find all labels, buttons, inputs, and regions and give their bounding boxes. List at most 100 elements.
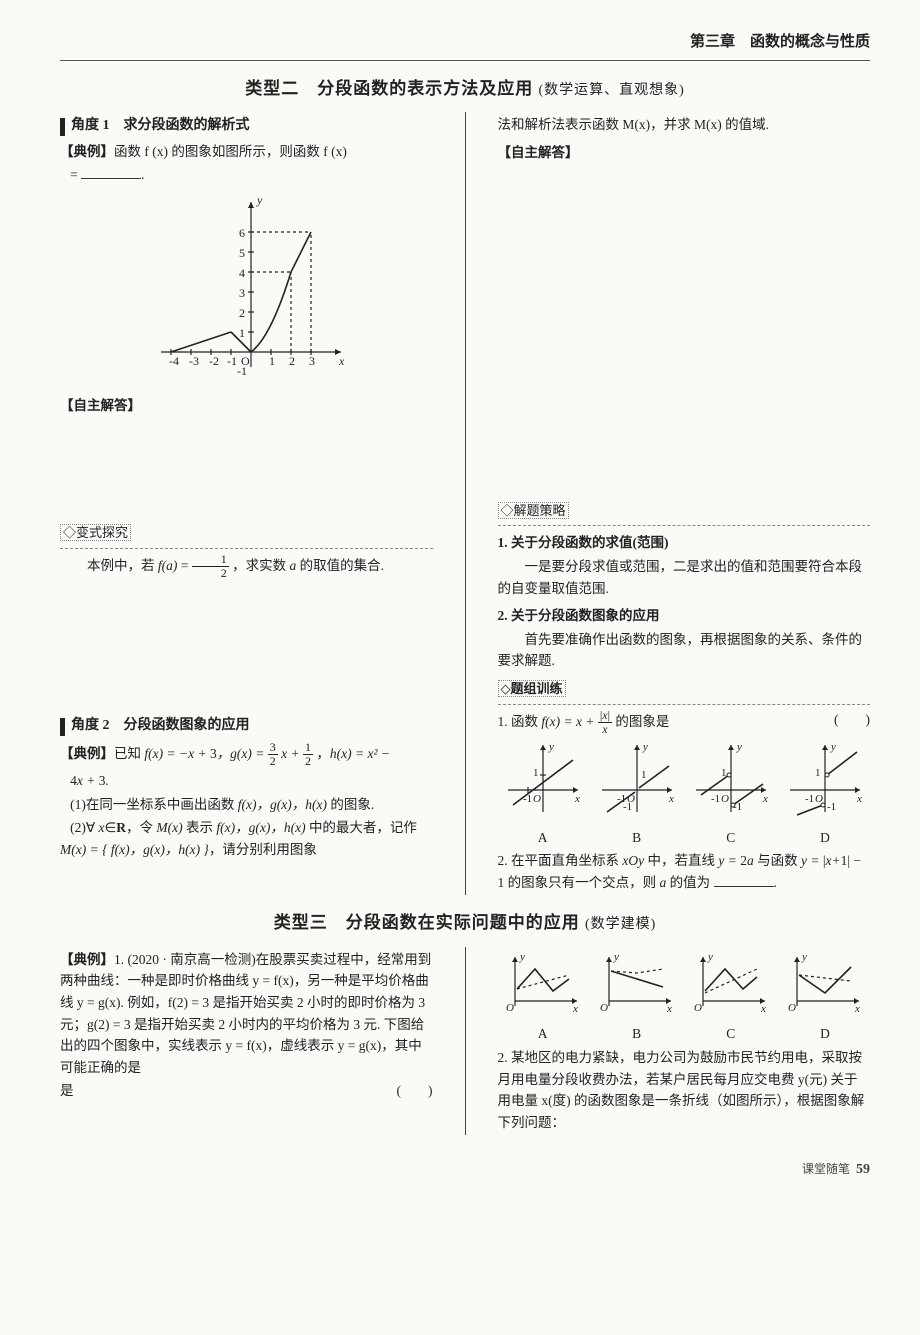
svg-text:x: x	[572, 1003, 578, 1015]
svg-text:x: x	[762, 793, 768, 805]
section2-title: 类型二 分段函数的表示方法及应用 (数学运算、直观想象)	[60, 75, 870, 102]
angle1-label: 角度 1 求分段函数的解析式	[71, 115, 250, 137]
angle2-heading: 角度 2 分段函数图象的应用	[60, 715, 433, 737]
svg-text:1: 1	[269, 354, 275, 368]
svg-text:x: x	[574, 793, 580, 805]
chapter-title: 第三章 函数的概念与性质	[60, 30, 870, 54]
svg-text:y: y	[830, 741, 836, 753]
eq-sign: =	[70, 167, 81, 182]
svg-text:-3: -3	[189, 354, 199, 368]
section2-left-col: 角度 1 求分段函数的解析式 【典例】函数 f (x) 的图象如图所示，则函数 …	[60, 112, 433, 895]
angle1-bar-icon	[60, 118, 65, 136]
right-top: 法和解析法表示函数 M(x)，并求 M(x) 的值域.	[498, 114, 871, 136]
svg-text:-1: -1	[711, 793, 720, 805]
q1: 1. 函数 f(x) = x + |x|x 的图象是 ( )	[498, 709, 871, 736]
angle1-heading: 角度 1 求分段函数的解析式	[60, 115, 433, 137]
blank-line-2	[714, 886, 774, 887]
svg-text:3: 3	[309, 354, 315, 368]
angle2-p3: (1)在同一坐标系中画出函数 f(x)，g(x)，h(x) 的图象.	[60, 794, 433, 816]
svg-text:y: y	[707, 951, 713, 963]
section3-title-main: 类型三 分段函数在实际问题中的应用	[274, 913, 580, 932]
svg-text:5: 5	[239, 246, 245, 260]
svg-text:x: x	[854, 1003, 860, 1015]
section2-title-sub: (数学运算、直观想象)	[538, 83, 684, 98]
svg-text:x: x	[856, 793, 862, 805]
s3-opt-B: xyO B	[592, 951, 682, 1045]
svg-text:O: O	[694, 1002, 702, 1014]
example1-blank: = .	[60, 164, 433, 186]
section3-title-sub: (数学建模)	[585, 917, 656, 932]
self-answer-2: 【自主解答】	[498, 142, 871, 164]
svg-text:x: x	[668, 793, 674, 805]
s3-opt-C: xyO C	[686, 951, 776, 1045]
svg-text:y: y	[519, 951, 525, 963]
svg-text:O: O	[506, 1002, 514, 1014]
s1-body: 一是要分段求值或范围，二是求出的值和范围要符合本段的自变量取值范围.	[498, 556, 871, 599]
section2-right-col: 法和解析法表示函数 M(x)，并求 M(x) 的值域. 【自主解答】 ◇解题策略…	[498, 112, 871, 895]
s3-q2: 2. 某地区的电力紧缺，电力公司为鼓励市民节约用电，采取按月用电量分段收费办法，…	[498, 1047, 871, 1133]
strategy-title: ◇解题策略	[498, 500, 871, 522]
svg-text:2: 2	[239, 306, 245, 320]
variation-body: 本例中，若 f(a) = 12 ，求实数 a 的取值的集合.	[60, 553, 433, 580]
svg-text:6: 6	[239, 226, 245, 240]
section3-title: 类型三 分段函数在实际问题中的应用 (数学建模)	[60, 909, 870, 936]
dotted-sep-3	[498, 704, 871, 705]
svg-text:-1: -1	[827, 801, 836, 813]
q1-options: xyO -11 A xyO -11-1 B	[498, 740, 871, 848]
blank-line	[81, 178, 141, 179]
svg-text:x: x	[666, 1003, 672, 1015]
s1-title: 1. 关于分段函数的求值(范围)	[498, 532, 871, 554]
q1-opt-D: xyO -11-1 D	[780, 740, 870, 848]
svg-text:x: x	[760, 1003, 766, 1015]
s3-options: xyO A xyO B	[498, 951, 871, 1045]
s3-example: 【典例】1. (2020 · 南京高一检测)在股票买卖过程中，经常用到两种曲线：…	[60, 949, 433, 1079]
svg-text:-1: -1	[237, 364, 247, 378]
dotted-sep-2	[498, 525, 871, 526]
dotted-sep-1	[60, 548, 433, 549]
svg-text:O: O	[600, 1002, 608, 1014]
q2: 2. 在平面直角坐标系 xOy 中，若直线 y = 2a 与函数 y = |x+…	[498, 850, 871, 893]
svg-text:y: y	[736, 741, 742, 753]
svg-text:O: O	[533, 793, 541, 805]
svg-text:-1: -1	[227, 354, 237, 368]
svg-text:y: y	[801, 951, 807, 963]
section2-title-main: 类型二 分段函数的表示方法及应用	[245, 79, 533, 98]
svg-text:y: y	[256, 193, 263, 207]
example1-lead: 【典例】	[60, 144, 114, 159]
svg-text:-1: -1	[805, 793, 814, 805]
s3-example-end: 是 ( )	[60, 1080, 433, 1102]
angle2-bar-icon	[60, 718, 65, 736]
example1: 【典例】函数 f (x) 的图象如图所示，则函数 f (x)	[60, 141, 433, 163]
page-footer: 课堂随笔 59	[60, 1159, 870, 1181]
s3-opt-D: xyO D	[780, 951, 870, 1045]
example1-body-a: 函数 f (x) 的图象如图所示，则函数 f (x)	[114, 144, 347, 159]
angle2-label: 角度 2 分段函数图象的应用	[71, 715, 250, 737]
chart1: xy O -4-3-2-1 123 123 456 -1	[60, 192, 433, 389]
q1-opt-A: xyO -11 A	[498, 740, 588, 848]
s2-body: 首先要准确作出函数的图象，再根据图象的关系、条件的要求解题.	[498, 629, 871, 672]
footer-label: 课堂随笔	[802, 1162, 850, 1176]
practice-title: ◇题组训练	[498, 678, 871, 700]
svg-text:1: 1	[533, 767, 539, 779]
q1-opt-C: xyO -11-1 C	[686, 740, 776, 848]
svg-text:y: y	[613, 951, 619, 963]
svg-text:y: y	[548, 741, 554, 753]
svg-text:-2: -2	[209, 354, 219, 368]
svg-text:O: O	[788, 1002, 796, 1014]
section3-left-col: 【典例】1. (2020 · 南京高一检测)在股票买卖过程中，经常用到两种曲线：…	[60, 947, 433, 1136]
variation-title: ◇变式探究	[60, 522, 433, 544]
svg-text:-1: -1	[623, 801, 632, 813]
angle2-p2: 4x + 3.	[60, 770, 433, 792]
svg-text:1: 1	[239, 326, 245, 340]
q1-opt-B: xyO -11-1 B	[592, 740, 682, 848]
vertical-separator-2	[465, 947, 466, 1136]
s2-title: 2. 关于分段函数图象的应用	[498, 605, 871, 627]
svg-text:2: 2	[289, 354, 295, 368]
svg-text:1: 1	[641, 769, 647, 781]
svg-text:3: 3	[239, 286, 245, 300]
svg-text:1: 1	[815, 767, 821, 779]
section3-right-col: xyO A xyO B	[498, 947, 871, 1136]
svg-text:O: O	[721, 793, 729, 805]
angle2-p4: (2)∀ x∈R，令 M(x) 表示 f(x)，g(x)，h(x) 中的最大者，…	[60, 817, 433, 860]
svg-text:4: 4	[239, 266, 245, 280]
